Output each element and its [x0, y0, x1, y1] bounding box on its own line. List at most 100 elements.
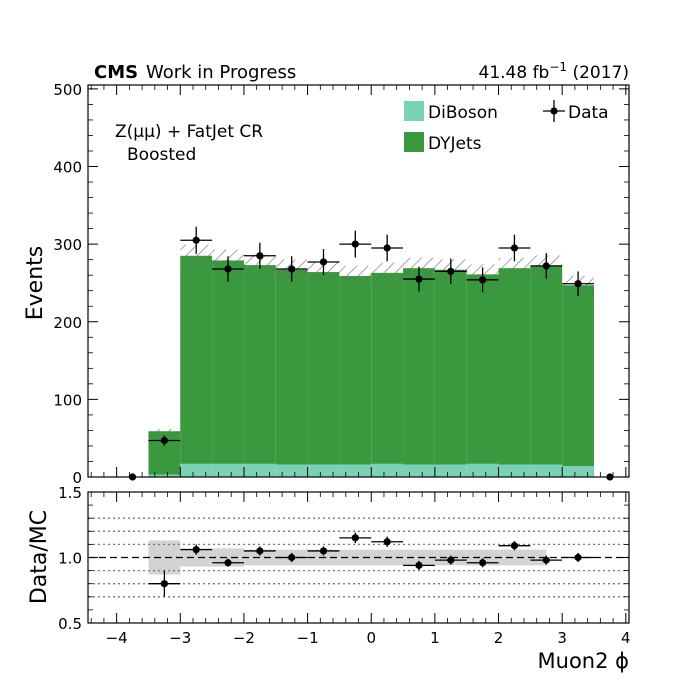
bar-diboson	[275, 464, 308, 477]
data-point	[562, 271, 594, 296]
ratio-point	[180, 544, 213, 555]
ratio-point	[275, 552, 308, 563]
data-marker	[415, 275, 423, 283]
x-tick-label: 0	[366, 629, 376, 647]
ratio-y-tick-label: 1.0	[58, 550, 82, 568]
ratio-marker	[383, 538, 391, 546]
lumi-label: 41.48 fb−1 (2017)	[479, 60, 630, 83]
data-marker	[447, 267, 455, 275]
data-marker	[383, 244, 391, 252]
ratio-uncertainty-band	[212, 548, 244, 567]
y-tick-label: 400	[53, 159, 82, 177]
bar-dyjets	[530, 265, 563, 465]
ratio-marker	[447, 556, 455, 564]
ratio-point	[371, 536, 404, 548]
ratio-marker	[319, 547, 328, 555]
bar-diboson	[307, 464, 340, 477]
y-tick-label: 500	[53, 81, 82, 99]
bar-diboson	[371, 463, 404, 477]
y-tick-label: 200	[53, 314, 82, 332]
bar-diboson	[243, 463, 276, 477]
status-label: Work in Progress	[146, 62, 296, 83]
data-point	[148, 435, 181, 446]
data-marker	[192, 236, 200, 244]
y-tick-label: 300	[53, 236, 82, 254]
bar-diboson	[562, 466, 594, 477]
data-marker	[542, 262, 550, 270]
ratio-point	[562, 552, 594, 563]
ratio-marker	[479, 559, 487, 567]
data-marker	[288, 265, 296, 273]
bar-dyjets	[434, 269, 467, 465]
ratio-point	[498, 541, 531, 551]
ratio-uncertainty-band	[148, 540, 181, 575]
data-marker	[319, 258, 328, 266]
bar-dyjets	[403, 268, 435, 465]
legend-swatch-diboson	[404, 101, 424, 121]
mc-uncertainty-hatch	[371, 262, 404, 284]
ratio-y-tick-label: 0.5	[58, 615, 82, 633]
bar-dyjets	[243, 265, 276, 464]
ratio-point	[148, 570, 181, 597]
data-marker	[510, 244, 519, 252]
ratio-point	[434, 555, 467, 565]
bar-dyjets	[466, 274, 499, 464]
ratio-point	[339, 532, 372, 544]
bar-diboson	[434, 464, 467, 477]
data-marker	[160, 436, 168, 445]
ratio-point	[212, 558, 244, 567]
bar-dyjets	[275, 269, 308, 465]
ratio-marker	[192, 546, 200, 554]
ratio-plot-panel: 0.5 1.0 1.5 −4 −3 −2 −1 0 1 2 3 4	[58, 484, 630, 647]
ratio-marker	[415, 561, 423, 569]
mc-uncertainty-hatch	[498, 257, 531, 279]
data-point	[371, 234, 404, 262]
bar-diboson	[339, 464, 372, 477]
data-marker	[574, 280, 582, 288]
bar-diboson	[466, 463, 499, 477]
data-point	[498, 234, 531, 262]
bar-diboson	[403, 464, 435, 477]
category-label: Boosted	[127, 145, 196, 165]
bar-diboson	[212, 463, 244, 477]
y-axis-label-main: Events	[23, 246, 48, 321]
ratio-uncertainty-band	[530, 549, 547, 566]
ratio-point	[307, 546, 340, 556]
cms-label: CMS	[94, 62, 138, 83]
mc-uncertainty-hatch	[339, 265, 372, 287]
data-point	[403, 266, 435, 292]
x-tick-label: 3	[557, 629, 567, 647]
ratio-marker	[288, 553, 296, 562]
ratio-marker	[542, 556, 550, 564]
ratio-marker	[224, 559, 232, 567]
ratio-point	[530, 555, 563, 565]
y-axis-label-ratio: Data/MC	[27, 510, 52, 604]
bar-diboson	[530, 464, 563, 477]
x-tick-label: −1	[297, 629, 319, 647]
bar-dyjets	[498, 268, 531, 465]
data-marker	[224, 265, 232, 273]
ratio-uncertainty-band	[498, 549, 531, 566]
mc-uncertainty-hatch	[148, 428, 181, 434]
bar-diboson	[498, 464, 531, 477]
data-marker	[351, 240, 359, 248]
region-label: Z(μμ) + FatJet CR	[115, 122, 263, 142]
x-tick-label: 1	[430, 629, 440, 647]
legend-label-diboson: DiBoson	[428, 103, 498, 123]
data-point	[243, 242, 276, 269]
data-point	[212, 256, 244, 282]
ratio-y-tick-label: 1.5	[58, 484, 82, 502]
x-tick-label: −4	[106, 629, 128, 647]
x-tick-label: 4	[621, 629, 631, 647]
ratio-uncertainty-band	[466, 549, 499, 566]
x-axis-label: Muon2 ϕ	[538, 649, 629, 673]
data-point	[339, 230, 372, 258]
bar-dyjets	[180, 255, 213, 464]
data-point	[530, 253, 563, 279]
bar-dyjets	[562, 285, 594, 467]
data-point	[180, 226, 213, 254]
main-plot-panel: 0 100 200 300 400 500	[53, 81, 630, 487]
ratio-point	[403, 560, 435, 570]
data-marker	[256, 252, 264, 260]
